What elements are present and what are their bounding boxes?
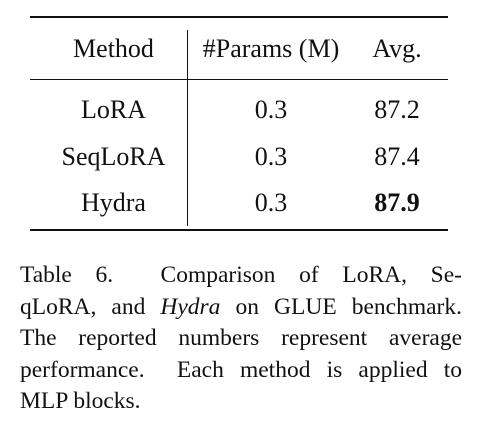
table-cell: 87.2 [374,95,420,124]
mid-rule [30,79,448,80]
header-cell: #Params (M) [202,34,340,63]
table-cell: 87.4 [374,142,420,171]
caption-line: MLP blocks. [20,386,462,418]
table-cell: 0.3 [254,188,288,217]
table-cell: LoRA [81,95,146,124]
caption-line: The reported numbers represent average [20,323,462,355]
caption-text: The reported numbers represent average [20,325,462,351]
caption-text: Hydra [160,293,221,320]
bottom-rule [30,229,448,231]
caption-line: qLoRA, and Hydra on GLUE benchmark. [20,292,462,324]
header-cell: Avg. [372,34,422,63]
table-cell: 0.3 [254,95,288,124]
caption-text: on GLUE benchmark. [220,293,462,320]
header-cell: Method [73,34,154,63]
caption-text: Table 6. Comparison of LoRA, Se- [20,262,462,288]
top-rule [30,16,448,18]
table-cell: SeqLoRA [61,142,166,171]
caption-text: MLP blocks. [20,388,141,414]
table-cell: Hydra [81,188,146,217]
caption-line: performance. Each method is applied to [20,355,462,387]
caption-text: performance. Each method is applied to [20,356,462,383]
caption-line: Table 6. Comparison of LoRA, Se- [20,260,462,292]
table-cell: 87.9 [374,188,420,217]
caption: Table 6. Comparison of LoRA, Se-qLoRA, a… [20,260,462,418]
caption-text: qLoRA, and [20,293,161,320]
column-divider [187,30,188,226]
table-cell: 0.3 [254,142,288,171]
